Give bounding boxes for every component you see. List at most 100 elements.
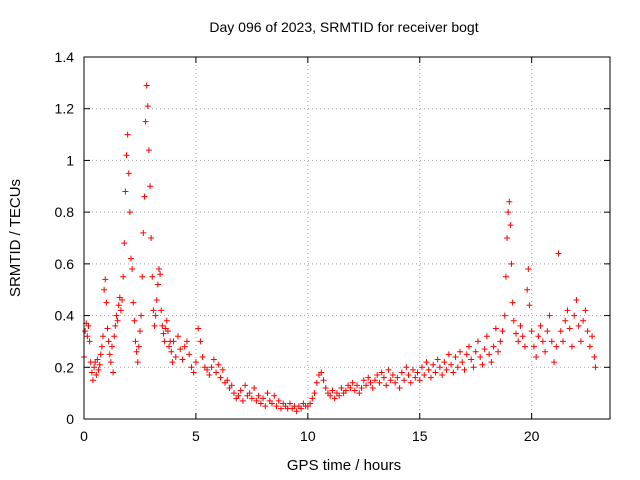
- data-point: [82, 328, 89, 335]
- data-point: [143, 82, 150, 89]
- data-point: [129, 266, 136, 273]
- data-point: [88, 369, 95, 376]
- data-point: [490, 343, 497, 350]
- data-point: [96, 361, 103, 368]
- data-point: [342, 387, 349, 394]
- data-point: [378, 369, 385, 376]
- data-point: [95, 366, 102, 373]
- data-point: [104, 325, 111, 332]
- data-point: [141, 193, 148, 200]
- data-point: [524, 286, 531, 293]
- data-point: [443, 366, 450, 373]
- data-point: [318, 369, 325, 376]
- data-point: [275, 397, 282, 404]
- data-point: [329, 387, 336, 394]
- data-point: [463, 351, 470, 358]
- data-point: [481, 346, 488, 353]
- data-point: [533, 353, 540, 360]
- data-point: [508, 260, 515, 267]
- data-point: [144, 103, 151, 110]
- data-point: [506, 198, 513, 205]
- data-point: [380, 374, 387, 381]
- data-point: [91, 364, 98, 371]
- data-point: [255, 392, 262, 399]
- data-point: [416, 377, 423, 384]
- data-point: [135, 343, 142, 350]
- data-point: [125, 170, 132, 177]
- data-point: [396, 384, 403, 391]
- data-point: [150, 307, 157, 314]
- data-point: [557, 328, 564, 335]
- y-tick-label: 1.2: [55, 101, 75, 117]
- data-point: [439, 372, 446, 379]
- data-point: [423, 359, 430, 366]
- data-series-srmtid: [81, 82, 599, 415]
- data-point: [483, 333, 490, 340]
- data-point: [537, 322, 544, 329]
- data-point: [356, 390, 363, 397]
- data-point: [237, 387, 244, 394]
- data-point: [161, 338, 168, 345]
- data-point: [262, 403, 269, 410]
- data-point: [160, 330, 167, 337]
- data-point: [264, 390, 271, 397]
- data-point: [401, 377, 408, 384]
- data-point: [172, 353, 179, 360]
- y-tick-label: 1.4: [55, 49, 75, 65]
- data-point: [93, 372, 100, 379]
- data-point: [474, 338, 481, 345]
- data-point: [559, 338, 566, 345]
- gridlines: [84, 57, 610, 419]
- data-point: [488, 359, 495, 366]
- data-point: [228, 382, 235, 389]
- data-point: [592, 364, 599, 371]
- data-point: [414, 369, 421, 376]
- data-point: [197, 338, 204, 345]
- data-point: [450, 369, 457, 376]
- data-point: [517, 322, 524, 329]
- data-point: [452, 353, 459, 360]
- data-point: [349, 379, 356, 386]
- data-point: [117, 307, 124, 314]
- data-point: [136, 328, 143, 335]
- data-point: [159, 322, 166, 329]
- data-point: [530, 343, 537, 350]
- data-point: [347, 384, 354, 391]
- data-point: [394, 374, 401, 381]
- data-point: [124, 131, 131, 138]
- data-point: [504, 235, 511, 241]
- data-point: [128, 255, 135, 262]
- data-point: [147, 183, 154, 190]
- data-point: [403, 364, 410, 371]
- data-point: [479, 361, 486, 368]
- data-point: [134, 359, 141, 366]
- data-point: [392, 379, 399, 386]
- data-point: [153, 297, 160, 304]
- data-point: [309, 395, 316, 402]
- data-point: [246, 390, 253, 397]
- data-point: [526, 302, 533, 309]
- data-point: [407, 379, 414, 386]
- data-point: [582, 307, 589, 314]
- data-point: [206, 372, 213, 379]
- data-point: [383, 382, 390, 389]
- data-point: [183, 338, 190, 345]
- data-point: [103, 299, 110, 306]
- data-point: [242, 382, 249, 389]
- data-point: [186, 351, 193, 358]
- data-point: [546, 312, 553, 319]
- data-point: [468, 356, 475, 363]
- data-point: [430, 361, 437, 368]
- data-point: [322, 384, 329, 391]
- data-point: [577, 338, 584, 345]
- data-point: [181, 343, 188, 350]
- data-point: [445, 351, 452, 358]
- data-point: [154, 281, 161, 288]
- data-point: [175, 333, 182, 340]
- data-point: [157, 271, 164, 278]
- data-point: [434, 356, 441, 363]
- data-point: [253, 397, 260, 404]
- data-point: [354, 382, 361, 389]
- data-point: [123, 152, 130, 159]
